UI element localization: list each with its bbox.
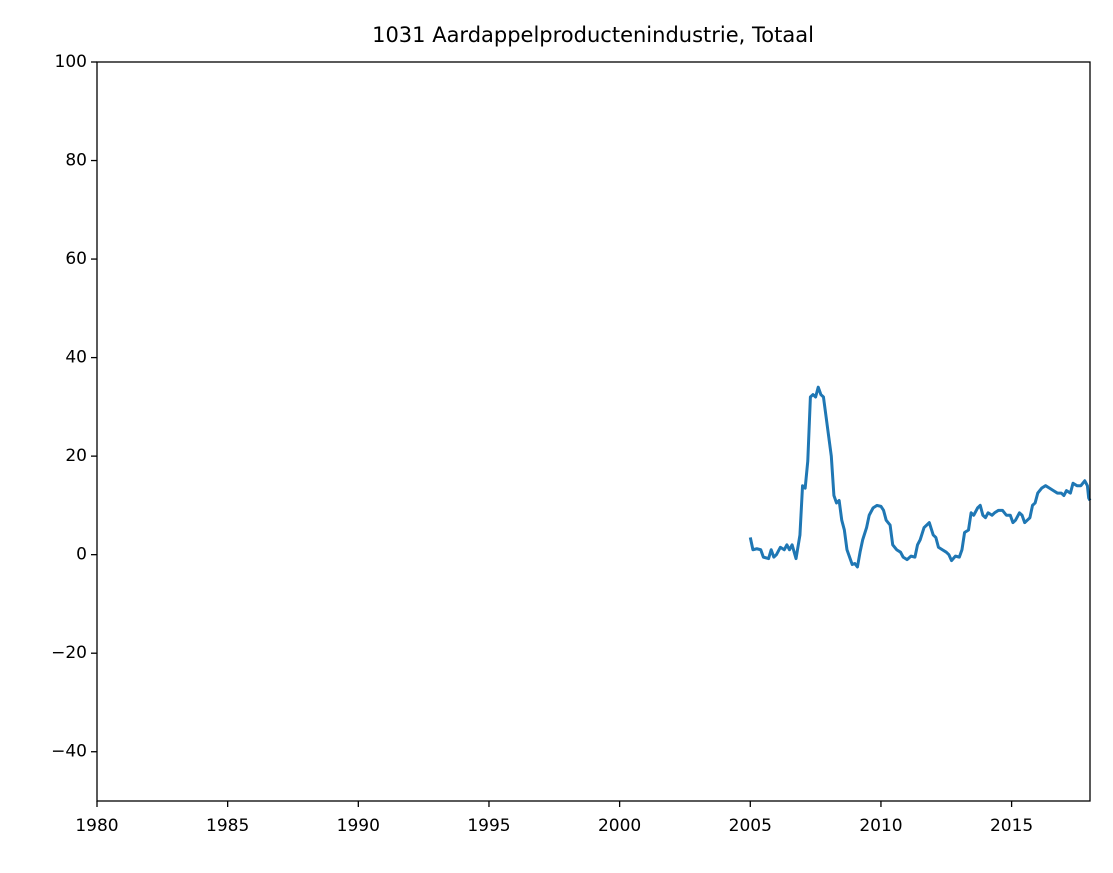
y-tick-label: 100 [55, 52, 87, 72]
x-tick-label: 2005 [729, 816, 772, 836]
x-tick-label: 1985 [206, 816, 249, 836]
y-tick-label: 0 [76, 545, 87, 565]
line-series [748, 385, 1092, 569]
x-tick-label: 2015 [990, 816, 1033, 836]
y-tick-label: −20 [51, 643, 87, 663]
x-tick-label: 2010 [859, 816, 902, 836]
x-tick-label: 1980 [75, 816, 118, 836]
x-tick-label: 1990 [337, 816, 380, 836]
plot-frame [96, 61, 1091, 802]
x-tick-label: 2000 [598, 816, 641, 836]
chart-title: 1031 Aardappelproductenindustrie, Totaal [372, 23, 814, 47]
y-tick-label: −40 [51, 742, 87, 762]
y-tick-label: 60 [65, 249, 87, 269]
x-tick-label: 1995 [467, 816, 510, 836]
y-tick-label: 20 [65, 446, 87, 466]
y-tick-label: 80 [65, 151, 87, 171]
y-tick-label: 40 [65, 348, 87, 368]
